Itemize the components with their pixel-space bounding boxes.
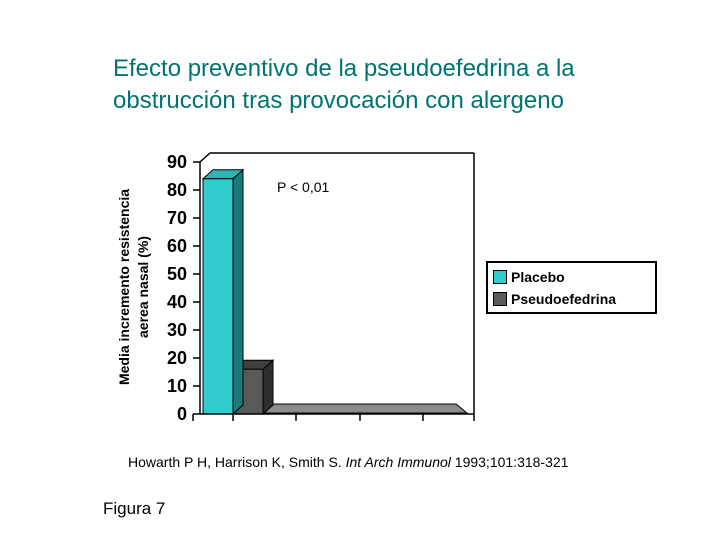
- y-tick-label: 0: [177, 404, 187, 424]
- chart-legend: Placebo Pseudoefedrina: [486, 261, 657, 314]
- bar-placebo: [201, 168, 245, 416]
- legend-item-pseudoefedrina: Pseudoefedrina: [493, 288, 655, 310]
- p-value-annotation: P < 0,01: [277, 179, 330, 195]
- legend-item-placebo: Placebo: [493, 266, 655, 288]
- citation-journal: Int Arch Immunol: [345, 454, 451, 470]
- y-axis-title-line-1: Media incremento resistencia: [116, 188, 132, 386]
- citation: Howarth P H, Harrison K, Smith S. Int Ar…: [128, 454, 568, 470]
- y-axis-title: Media incremento resistencia aerea nasal…: [115, 152, 157, 422]
- page-title: Efecto preventivo de la pseudoefedrina a…: [113, 53, 673, 117]
- y-tick-label: 70: [167, 208, 187, 228]
- y-tick-label: 40: [167, 292, 187, 312]
- y-tick-label: 60: [167, 236, 187, 256]
- citation-ref: 1993;101:318-321: [450, 454, 569, 470]
- y-tick-label: 20: [167, 348, 187, 368]
- y-tick-label: 50: [167, 264, 187, 284]
- y-axis-title-line-2: aerea nasal (%): [135, 236, 151, 338]
- figure-label: Figura 7: [103, 499, 166, 518]
- title-line-2: obstrucción tras provocación con alergen…: [113, 87, 564, 114]
- title-line-1: Efecto preventivo de la pseudoefedrina a…: [113, 55, 575, 82]
- y-tick-label: 90: [167, 152, 187, 172]
- plot-border: [199, 152, 211, 163]
- y-tick-label: 80: [167, 180, 187, 200]
- citation-authors: Howarth P H, Harrison K, Smith S.: [128, 454, 346, 470]
- bar-side-face: [232, 168, 244, 416]
- legend-label: Pseudoefedrina: [511, 291, 617, 307]
- y-tick-label: 30: [167, 320, 187, 340]
- y-tick-label: 10: [167, 376, 187, 396]
- legend-swatch-pseudoefedrina: [493, 292, 507, 306]
- legend-label: Placebo: [511, 269, 565, 285]
- bar-front-face: [202, 178, 234, 415]
- legend-swatch-placebo: [493, 270, 507, 284]
